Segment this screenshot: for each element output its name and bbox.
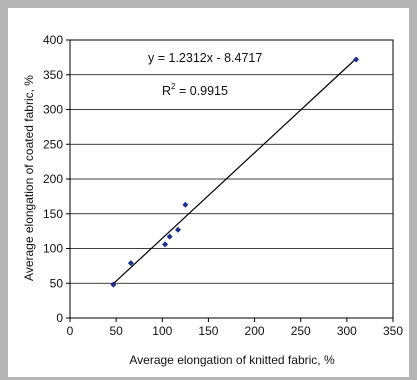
trendline [111,58,357,286]
data-point-5 [182,201,189,208]
r-squared-value: = 0.9915 [175,84,228,98]
x-axis-ticks: 0 50 100 150 200 250 300 350 [67,318,403,338]
x-axis-label: Average elongation of knitted fabric, % [129,353,335,367]
y-tick-label-5: 250 [43,137,63,151]
data-point-1 [127,260,134,267]
r-squared-label: R2 = 0.9915 [162,82,228,98]
grid-lines [70,39,393,319]
y-tick-label-7: 350 [43,68,63,82]
data-point-6 [353,56,360,63]
trendline-equation: y = 1.2312x - 8.4717 [148,51,262,65]
data-point-0 [110,281,117,288]
x-tick-label-5: 250 [291,324,311,338]
x-tick-label-6: 300 [337,324,357,338]
x-tick-label-7: 350 [383,324,403,338]
data-point-4 [174,226,181,233]
y-tick-label-1: 50 [50,276,64,290]
x-tick-label-3: 150 [198,324,218,338]
y-tick-label-2: 100 [43,242,63,256]
y-axis-label: Average elongation of coated fabric, % [22,75,36,281]
data-point-3 [166,233,173,240]
data-points [110,56,360,288]
x-tick-label-4: 200 [245,324,265,338]
y-tick-label-8: 400 [43,33,63,47]
y-tick-label-0: 0 [56,311,63,325]
y-axis-ticks: 0 50 100 150 200 250 300 350 400 [43,33,70,325]
r-squared-superscript: 2 [171,82,176,91]
r-squared-prefix: R [162,84,171,98]
y-tick-label-6: 300 [43,103,63,117]
y-tick-label-4: 200 [43,172,63,186]
x-tick-label-2: 100 [152,324,172,338]
data-point-2 [162,241,169,248]
x-tick-label-0: 0 [67,324,74,338]
y-tick-label-3: 150 [43,207,63,221]
x-tick-label-1: 50 [109,324,123,338]
